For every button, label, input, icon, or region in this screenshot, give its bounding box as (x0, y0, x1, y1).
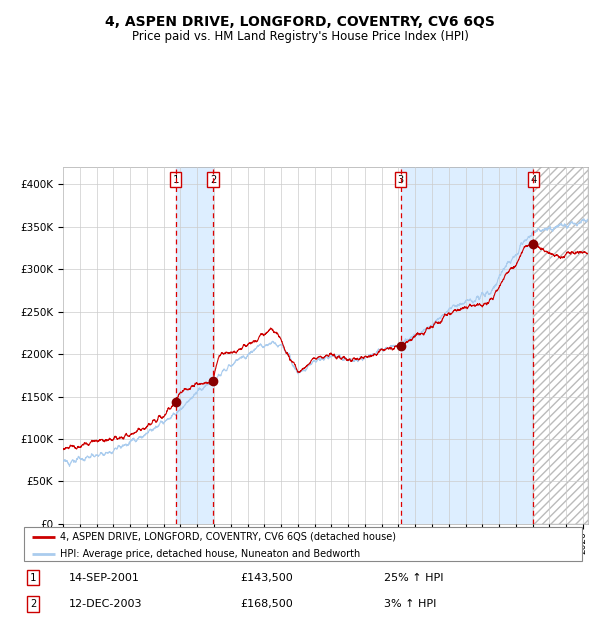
Text: 4, ASPEN DRIVE, LONGFORD, COVENTRY, CV6 6QS (detached house): 4, ASPEN DRIVE, LONGFORD, COVENTRY, CV6 … (60, 531, 396, 541)
Bar (533, 167, 588, 524)
Text: 12-DEC-2003: 12-DEC-2003 (69, 599, 143, 609)
Text: 14-SEP-2001: 14-SEP-2001 (69, 572, 140, 583)
Text: 3: 3 (398, 175, 404, 185)
Bar (176, 167, 213, 524)
Text: 2: 2 (30, 599, 36, 609)
Text: 1: 1 (30, 572, 36, 583)
Text: 3% ↑ HPI: 3% ↑ HPI (384, 599, 436, 609)
Bar (401, 167, 533, 524)
Text: Price paid vs. HM Land Registry's House Price Index (HPI): Price paid vs. HM Land Registry's House … (131, 30, 469, 43)
Text: 1: 1 (172, 175, 179, 185)
Text: 2: 2 (210, 175, 216, 185)
Text: 4, ASPEN DRIVE, LONGFORD, COVENTRY, CV6 6QS: 4, ASPEN DRIVE, LONGFORD, COVENTRY, CV6 … (105, 16, 495, 30)
Text: 25% ↑ HPI: 25% ↑ HPI (384, 572, 443, 583)
Text: £143,500: £143,500 (240, 572, 293, 583)
Text: £168,500: £168,500 (240, 599, 293, 609)
Text: HPI: Average price, detached house, Nuneaton and Bedworth: HPI: Average price, detached house, Nune… (60, 549, 361, 559)
Text: 4: 4 (530, 175, 536, 185)
